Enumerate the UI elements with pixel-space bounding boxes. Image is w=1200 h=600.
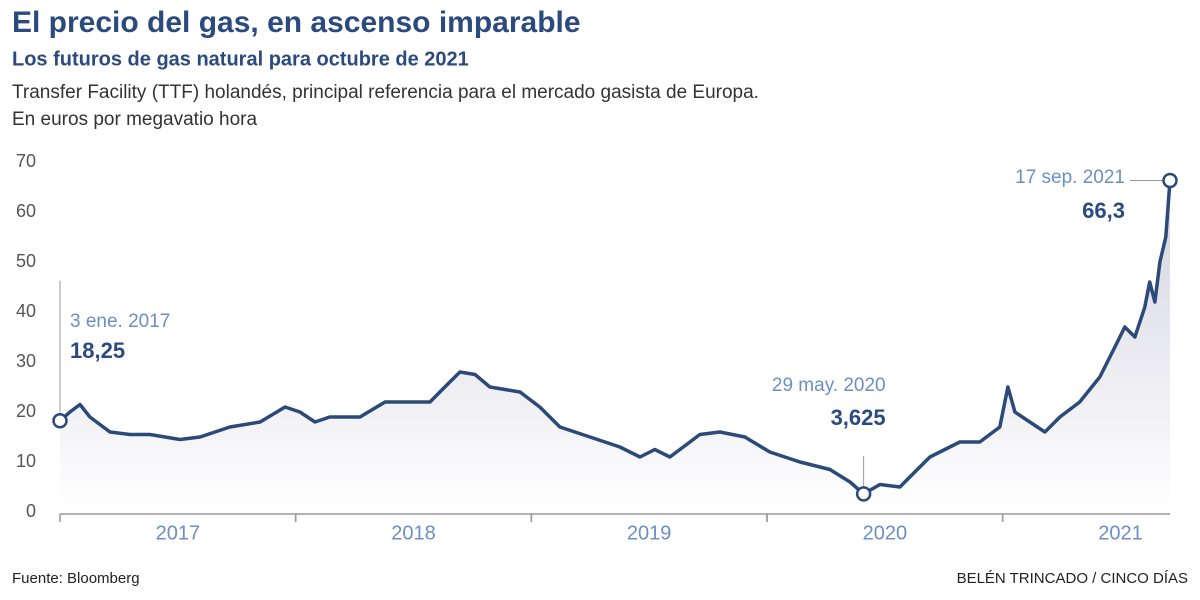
annotation-date: 17 sep. 2021 — [1015, 167, 1125, 188]
y-tick-label: 20 — [16, 401, 36, 421]
annotation-value: 66,3 — [1082, 198, 1125, 223]
x-tick-label: 2017 — [156, 522, 201, 544]
chart-title: El precio del gas, en ascenso imparable — [12, 6, 581, 39]
source: Fuente: Bloomberg — [12, 570, 140, 587]
x-tick-label: 2019 — [627, 522, 672, 544]
line — [58, 180, 1172, 496]
y-tick-label: 70 — [16, 151, 36, 171]
x-tick-label: 2018 — [391, 522, 436, 544]
y-tick-label: 40 — [16, 301, 36, 321]
area-fill — [60, 180, 1170, 512]
description: Transfer Facility (TTF) holandés, princi… — [12, 82, 759, 103]
y-tick-label: 10 — [16, 451, 36, 471]
y-tick-label: 60 — [16, 201, 36, 221]
x-tick-label: 2020 — [863, 522, 908, 544]
x-tick-label: 2021 — [1098, 522, 1143, 544]
chart-subtitle: Los futuros de gas natural para octubre … — [12, 48, 469, 70]
annotation-date: 3 ene. 2017 — [70, 311, 170, 332]
y-tick-label: 0 — [26, 501, 36, 521]
annotation-marker — [855, 486, 872, 502]
unit-note: En euros por megavatio hora — [12, 109, 257, 130]
annotation-marker — [1162, 172, 1178, 189]
annotation-value: 3,625 — [831, 405, 886, 430]
credit: BELÉN TRINCADO / CINCO DÍAS — [957, 570, 1188, 587]
y-tick-label: 50 — [16, 251, 36, 271]
annotation-marker — [52, 413, 68, 429]
annotation-value: 18,25 — [70, 338, 125, 363]
y-tick-label: 30 — [16, 351, 36, 371]
annotation-date: 29 may. 2020 — [772, 375, 886, 396]
